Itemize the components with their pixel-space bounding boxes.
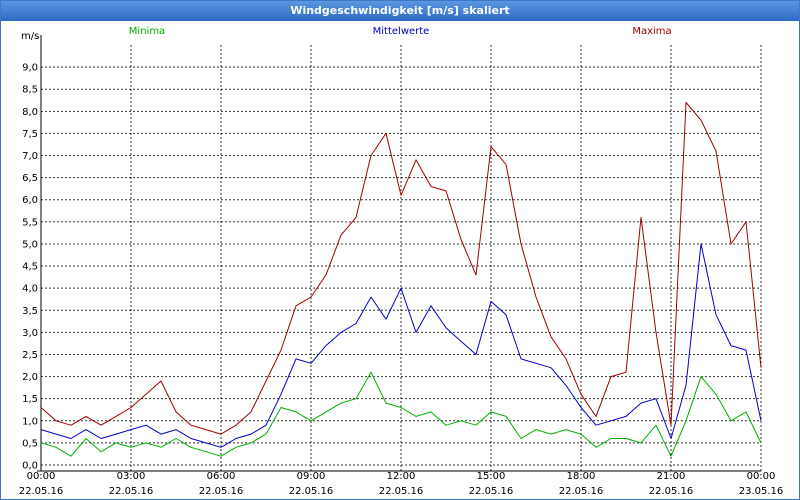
series-line-mittelwerte (40, 243, 762, 448)
series-line-maxima (40, 102, 762, 435)
y-tick-label: 6,0 (22, 195, 38, 206)
x-tick-time-label: 12:00 (387, 471, 416, 482)
x-tick-date-label: 23.05.16 (739, 486, 784, 497)
y-tick-label: 1,0 (22, 416, 38, 427)
x-tick-date-label: 22.05.16 (649, 486, 694, 497)
y-tick-label: 4,5 (22, 262, 38, 273)
x-tick-time-label: 18:00 (567, 471, 596, 482)
y-tick-label: 5,5 (22, 217, 38, 228)
y-tick-label: 4,0 (22, 284, 38, 295)
x-tick-time-label: 00:00 (27, 471, 56, 482)
y-tick-label: 0,0 (22, 461, 38, 472)
y-tick-label: 3,0 (22, 328, 38, 339)
y-tick-label: 8,5 (22, 85, 38, 96)
x-tick-date-label: 22.05.16 (19, 486, 64, 497)
y-tick-label: 7,5 (22, 129, 38, 140)
y-tick-label: 6,5 (22, 173, 38, 184)
y-axis-unit-label: m/s (21, 31, 39, 42)
legend-maxima: Maxima (632, 26, 671, 37)
y-tick-label: 3,5 (22, 306, 38, 317)
y-tick-label: 2,0 (22, 372, 38, 383)
x-tick-date-label: 22.05.16 (379, 486, 424, 497)
legend-minima: Minima (129, 26, 165, 37)
y-tick-label: 0,5 (22, 438, 38, 449)
y-tick-label: 8,0 (22, 107, 38, 118)
y-tick-label: 9,0 (22, 63, 38, 74)
legend-mittelwerte: Mittelwerte (373, 26, 430, 37)
x-tick-date-label: 22.05.16 (199, 486, 244, 497)
wind-speed-chart: m/s 0,0 0,5 1,0 1,5 2,0 2,5 3,0 3,5 4,0 4,5 5,0 5,5 6… (19, 26, 784, 497)
y-tick-label: 2,5 (22, 350, 38, 361)
x-tick-date-label: 22.05.16 (559, 486, 604, 497)
y-tick-label: 5,0 (22, 239, 38, 250)
x-tick-date-label: 22.05.16 (289, 486, 334, 497)
series-line-minima (40, 371, 762, 457)
y-tick-label: 1,5 (22, 394, 38, 405)
x-tick-time-label: 03:00 (117, 471, 146, 482)
x-tick-time-label: 15:00 (477, 471, 506, 482)
x-tick-time-label: 21:00 (657, 471, 686, 482)
x-tick-time-label: 06:00 (207, 471, 236, 482)
x-tick-date-label: 22.05.16 (109, 486, 154, 497)
x-tick-date-label: 22.05.16 (469, 486, 514, 497)
y-tick-label: 7,0 (22, 151, 38, 162)
x-tick-time-label: 09:00 (297, 471, 326, 482)
window-title: Windgeschwindigkeit [m/s] skaliert (1, 1, 799, 21)
x-tick-time-label: 00:00 (747, 471, 776, 482)
